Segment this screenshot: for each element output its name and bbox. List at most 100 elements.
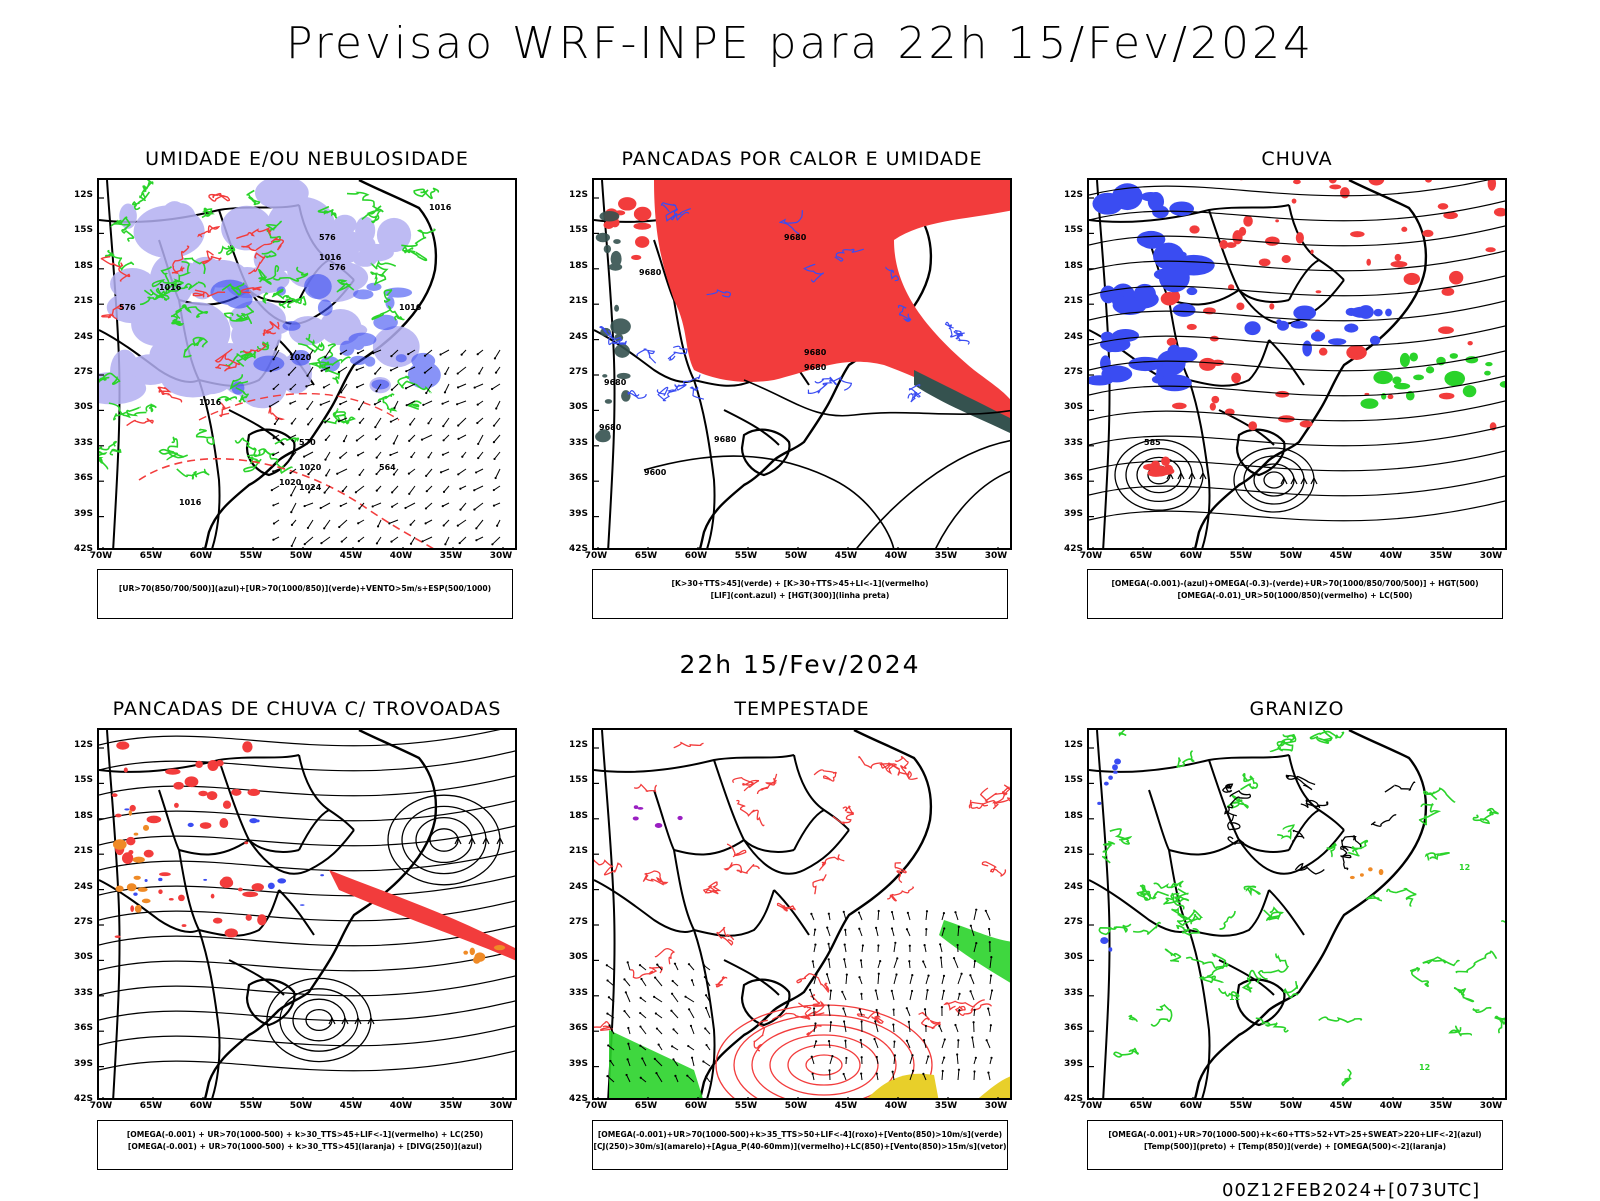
contour-line: [1292, 830, 1304, 841]
latitude-tick-label: 15S: [562, 225, 588, 235]
wind-vector-head: [609, 1060, 611, 1062]
wind-vector: [910, 991, 912, 1000]
wind-vector-head: [457, 473, 459, 475]
jet250-yellow-shading: [864, 1074, 939, 1100]
wind-vector-head: [425, 507, 427, 509]
wind-vector: [377, 537, 381, 543]
shaded-area: [1319, 348, 1328, 356]
longitude-tick-label: 65W: [631, 1101, 661, 1111]
wind-vector-head: [375, 473, 377, 475]
wind-vector-head: [405, 370, 407, 372]
wind-vector: [830, 1022, 831, 1032]
wind-vector: [671, 1011, 678, 1018]
wind-vector-head: [290, 494, 292, 496]
shaded-area: [219, 818, 228, 828]
wind-vector: [845, 945, 846, 952]
wind-vector-head: [826, 927, 828, 929]
contour-label: 9680: [604, 378, 627, 387]
wind-vector-head: [357, 454, 359, 456]
wind-vector-head: [894, 1054, 896, 1056]
legend-line: [Temp(500)](preto) + [Temp(850)](verde) …: [1088, 1141, 1502, 1153]
wind-vector-head: [974, 1009, 976, 1011]
wind-vector: [689, 1009, 694, 1018]
shaded-area: [1401, 227, 1407, 232]
wind-vector: [391, 418, 398, 422]
wind-vector-head: [859, 1009, 861, 1011]
wind-vector-head: [843, 911, 845, 913]
contour-line: [630, 967, 662, 978]
wind-vector: [441, 350, 449, 355]
contour-line: [1165, 949, 1180, 961]
wind-vector-head: [943, 912, 945, 914]
wind-vector-head: [908, 960, 910, 962]
wind-vector-head: [923, 1039, 925, 1041]
wind-vector: [272, 486, 279, 490]
wind-vector-head: [975, 942, 977, 944]
shaded-area: [203, 879, 207, 881]
wind-vector-head: [873, 1038, 875, 1040]
longitude-tick-label: 40W: [1376, 1101, 1406, 1111]
wind-vector-head: [704, 976, 706, 978]
wind-vector-head: [339, 457, 341, 459]
wind-vector-head: [925, 1025, 927, 1027]
wind-vector-head: [426, 490, 428, 492]
contour-line: [1114, 1048, 1138, 1056]
wind-vector-head: [672, 980, 674, 982]
wind-vector: [359, 401, 364, 409]
longitude-tick-label: 65W: [1126, 1101, 1156, 1111]
contour-line: [127, 419, 154, 426]
shaded-area: [112, 793, 118, 797]
wind-vector-head: [972, 1021, 974, 1023]
shaded-area: [1413, 375, 1424, 381]
shaded-area: [1291, 321, 1308, 329]
wind-vector-head: [987, 1007, 989, 1009]
shaded-area: [1438, 326, 1454, 334]
temp500-contours: [1223, 775, 1415, 874]
rain-red-shading: [1161, 180, 1507, 431]
wind-vector-head: [826, 973, 828, 975]
wind-vector-head: [843, 958, 845, 960]
latitude-tick-label: 15S: [67, 225, 93, 235]
wind-vector-head: [957, 944, 959, 946]
wind-vector-head: [478, 372, 480, 374]
country-border: [1189, 930, 1210, 1100]
shaded-area: [1210, 403, 1216, 411]
shaded-area: [677, 816, 682, 820]
shaded-area: [1467, 341, 1472, 345]
wind-vector-head: [290, 457, 292, 459]
longitude-tick-label: 70W: [581, 1101, 611, 1111]
contour-line: [1410, 968, 1428, 987]
precipitable-water-contours: [594, 742, 1012, 1051]
wind-vector: [706, 1008, 710, 1018]
wind-vector-head: [809, 989, 811, 991]
wind-vector: [640, 965, 646, 970]
wind-vector: [405, 503, 415, 508]
shaded-area: [253, 356, 284, 372]
wind-vector-head: [358, 408, 360, 410]
shaded-area: [637, 807, 643, 810]
contour-line: [177, 469, 209, 479]
wind-vector: [607, 965, 614, 970]
wind-vector-head: [495, 477, 497, 479]
shaded-area: [1243, 216, 1253, 227]
longitude-tick-label: 60W: [1176, 551, 1206, 561]
jet250-yellow-shading: [974, 1075, 1012, 1100]
wind-vector-head: [926, 910, 928, 912]
wind-vector-head: [943, 1057, 945, 1059]
wind-vector-head: [408, 473, 410, 475]
wind-vector: [894, 958, 897, 968]
wind-vector-head: [969, 990, 971, 992]
contour-line: [142, 180, 153, 194]
contour-line: [643, 871, 667, 885]
map-frame: [97, 728, 517, 1100]
longitude-tick-label: 30W: [1476, 1101, 1506, 1111]
wind-vector: [626, 992, 630, 1002]
wind-vector-head: [491, 388, 493, 390]
shaded-area: [165, 769, 180, 775]
wind-vector: [444, 435, 449, 440]
shaded-area: [192, 257, 219, 274]
wind-vector-head: [424, 372, 426, 374]
wind-vector: [326, 452, 330, 460]
latitude-tick-label: 36S: [67, 1023, 93, 1033]
